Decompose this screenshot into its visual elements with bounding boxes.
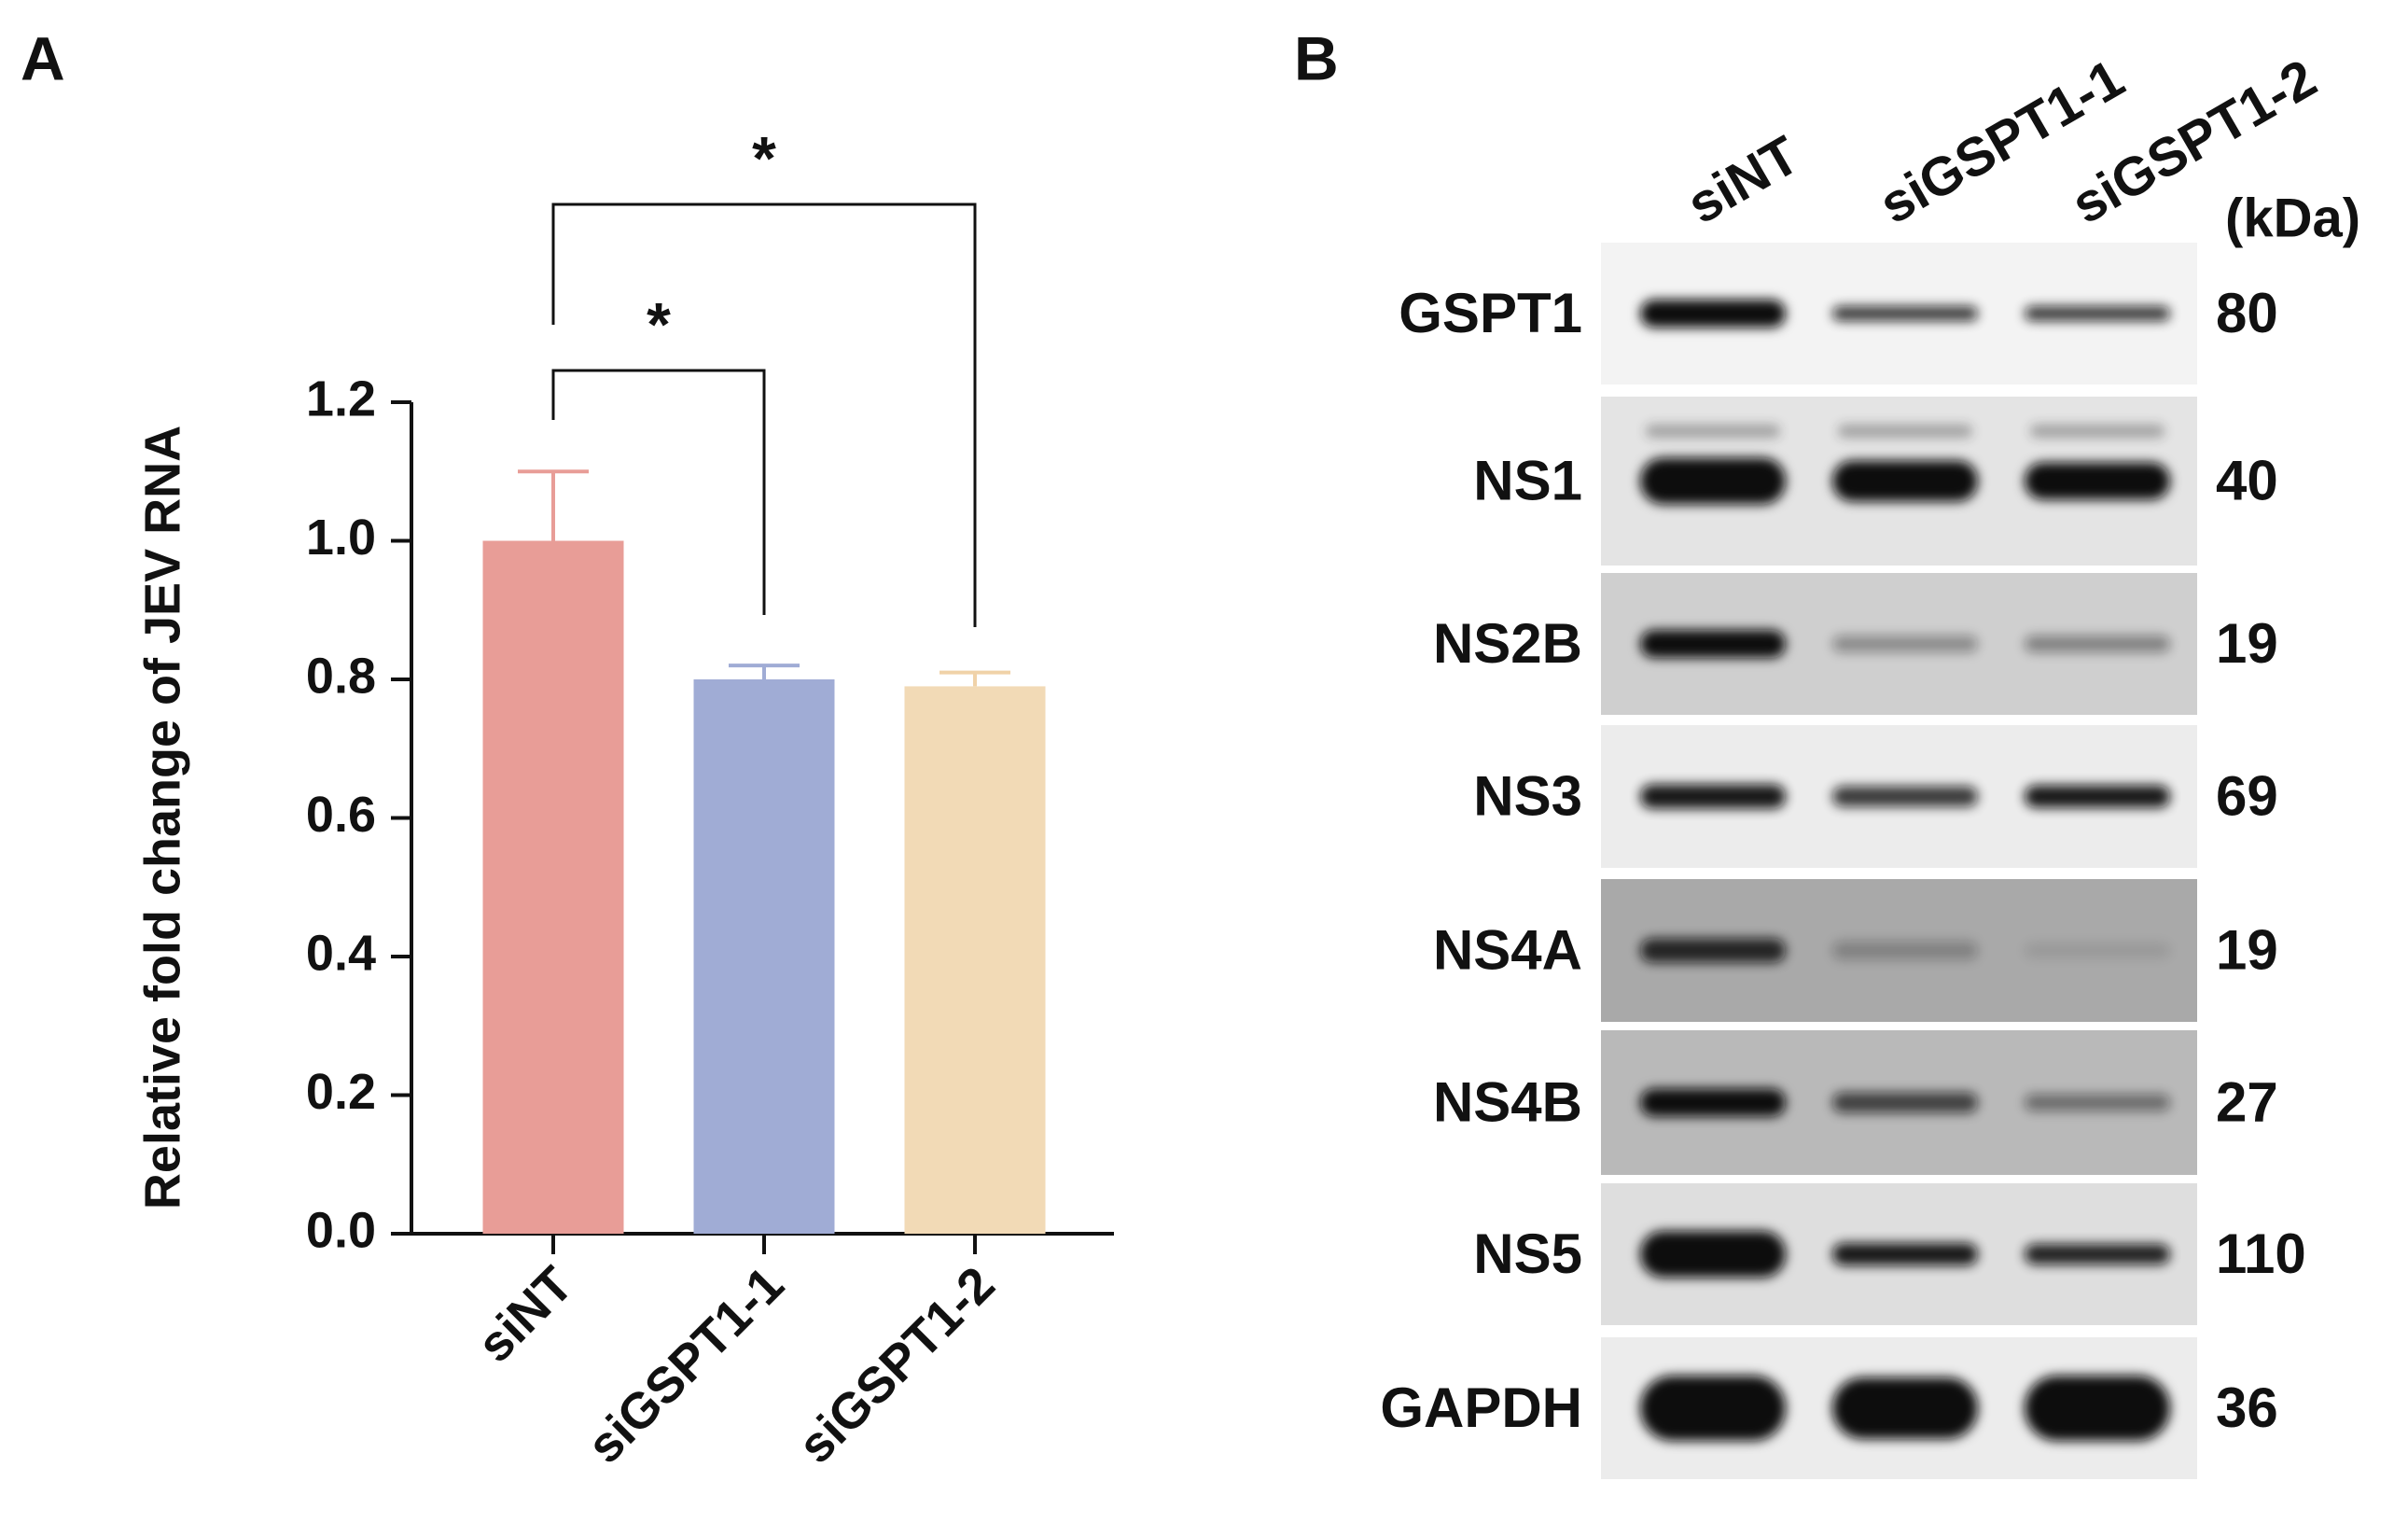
significance-bracket xyxy=(551,369,766,615)
blot-band xyxy=(1640,1088,1786,1117)
protein-label: NS2B xyxy=(1433,612,1582,675)
kda-label: 19 xyxy=(2216,918,2278,981)
protein-label: GSPT1 xyxy=(1399,282,1582,344)
blot-band xyxy=(2025,943,2170,958)
bar xyxy=(693,679,835,1234)
significance-label: * xyxy=(752,123,776,192)
protein-label: GAPDH xyxy=(1380,1376,1582,1439)
error-bar xyxy=(940,670,1010,687)
y-tick-label: 0.8 xyxy=(306,648,376,704)
blot-band xyxy=(1832,1243,1978,1265)
blot-band xyxy=(1646,425,1780,438)
y-axis-label: Relative fold change of JEV RNA xyxy=(134,426,190,1209)
blot-band xyxy=(2025,636,2170,652)
y-tick-label: 1.2 xyxy=(306,370,376,426)
blot-band xyxy=(1838,425,1972,438)
blot-band xyxy=(2025,1376,2170,1441)
protein-label: NS4A xyxy=(1433,918,1582,981)
bar xyxy=(482,540,624,1234)
error-bar xyxy=(729,664,800,679)
x-tick-label: siNT xyxy=(466,1256,583,1373)
blot-band xyxy=(1832,306,1978,321)
y-tick-label: 1.0 xyxy=(306,510,376,566)
blot-band xyxy=(1832,636,1978,652)
error-bar xyxy=(518,469,589,541)
blot-band xyxy=(2030,425,2164,438)
panel-label: A xyxy=(21,23,65,92)
x-tick-label: siGSPT1-2 xyxy=(787,1256,1005,1474)
blot-band xyxy=(1832,941,1978,960)
y-tick-label: 0.6 xyxy=(306,787,376,843)
panel-label: B xyxy=(1294,23,1339,92)
blot-band xyxy=(1640,784,1786,809)
blot-band xyxy=(2025,1244,2170,1265)
y-tick-label: 0.0 xyxy=(306,1202,376,1258)
blot-band xyxy=(2025,785,2170,808)
protein-label: NS3 xyxy=(1473,764,1582,827)
blot-band xyxy=(2025,1094,2170,1111)
x-tick-label: siGSPT1-1 xyxy=(577,1256,794,1474)
protein-label: NS4B xyxy=(1433,1070,1582,1133)
blot-band xyxy=(1640,300,1786,328)
blot-band xyxy=(2025,462,2170,500)
kda-label: 27 xyxy=(2216,1070,2278,1133)
kda-label: 36 xyxy=(2216,1376,2278,1439)
y-tick-label: 0.4 xyxy=(306,925,376,981)
blot-band xyxy=(2025,306,2170,321)
unit-label: (kDa) xyxy=(2225,188,2360,248)
blot-band xyxy=(1832,1377,1978,1439)
blot-band xyxy=(1640,457,1786,505)
significance-label: * xyxy=(647,289,671,358)
kda-label: 69 xyxy=(2216,764,2278,827)
blot-band xyxy=(1640,938,1786,963)
blot-band xyxy=(1832,1092,1978,1113)
lane-label: siNT xyxy=(1677,124,1809,235)
bar xyxy=(904,686,1046,1234)
kda-label: 80 xyxy=(2216,282,2278,344)
blot-band xyxy=(1832,786,1978,807)
protein-label: NS1 xyxy=(1473,449,1582,511)
blot-band xyxy=(1640,1376,1786,1441)
blot-band xyxy=(1640,1231,1786,1278)
blot-band xyxy=(1640,630,1786,658)
blot-band xyxy=(1832,460,1978,502)
significance-bracket xyxy=(551,203,977,627)
kda-label: 19 xyxy=(2216,612,2278,675)
kda-label: 110 xyxy=(2216,1223,2306,1285)
kda-label: 40 xyxy=(2216,449,2278,511)
y-tick-label: 0.2 xyxy=(306,1064,376,1120)
protein-label: NS5 xyxy=(1473,1223,1582,1285)
